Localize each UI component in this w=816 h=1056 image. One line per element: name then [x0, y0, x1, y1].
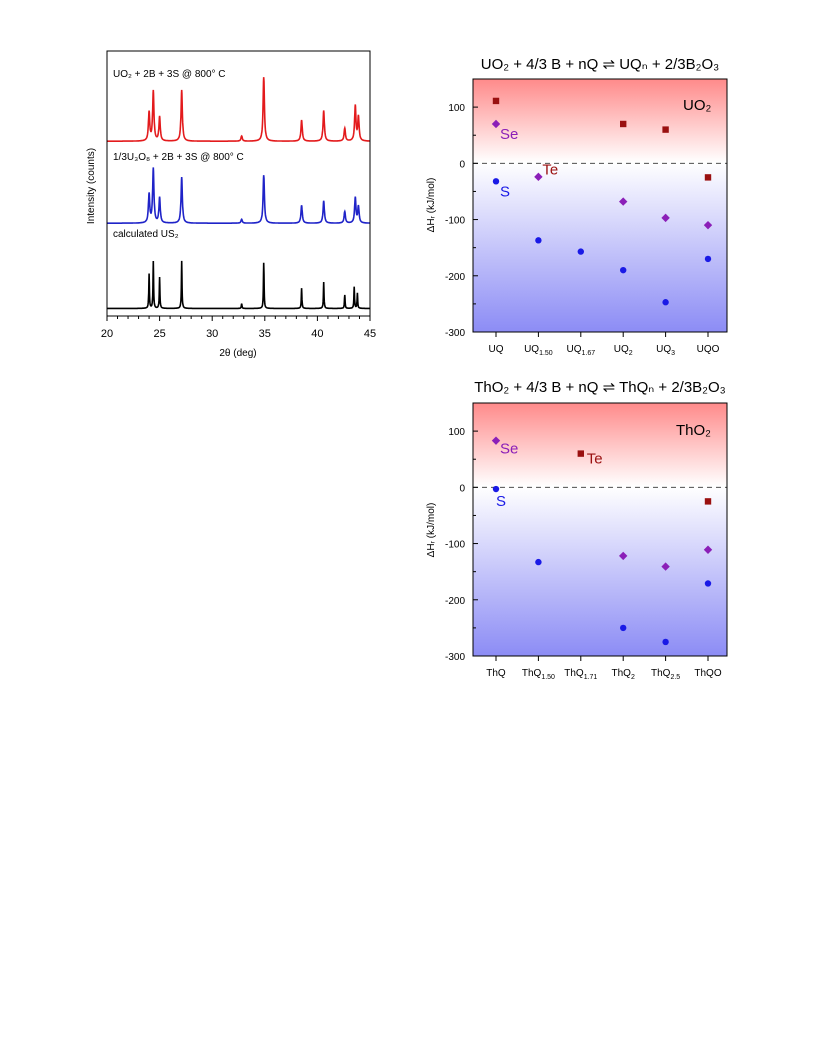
- thorium-plot-frame: [472, 402, 728, 657]
- series-label-te: Te: [542, 161, 558, 178]
- y-tick-label: -100: [445, 540, 465, 551]
- xrd-trace-1: [107, 77, 370, 142]
- x-tick-label: ThQ2: [612, 668, 635, 681]
- point-se-3: [619, 197, 628, 206]
- point-se-4: [661, 213, 670, 223]
- point-se-0: [491, 119, 501, 129]
- uranium-y-axis-label: ΔHᵣ (kJ/mol): [426, 178, 437, 233]
- thorium-plot-content: 100 0 -100 -200 -300 ThQ ThQ1.50 ThQ1.71 ThQ2 ThQ…: [445, 402, 727, 681]
- point-s-4: [662, 299, 669, 306]
- x-tick-label: UQ3: [656, 344, 675, 357]
- y-tick-label: -300: [445, 328, 465, 339]
- xrd-trace-3: [107, 260, 370, 310]
- point-te-5: [704, 498, 712, 505]
- uranium-inset-label: UO₂: [683, 97, 712, 114]
- y-tick-label: 0: [459, 159, 465, 170]
- y-tick-label: 0: [459, 483, 465, 494]
- y-tick-label: -300: [445, 652, 465, 663]
- point-se-5: [703, 545, 713, 554]
- y-tick-label: 100: [448, 427, 465, 438]
- series-label-s: S: [500, 183, 510, 200]
- y-tick-label: -100: [445, 216, 465, 227]
- uranium-plot-content: 100 0 -100 -200 -300 UQ UQ1.50 UQ1.67 UQ2 UQ3 UQO S…: [445, 78, 727, 357]
- series-label-se: Se: [500, 441, 518, 458]
- x-tick-label: ThQ: [486, 668, 506, 679]
- xrd-series-label-2: 1/3U₃O₈ + 2B + 3S @ 800° C: [113, 152, 244, 163]
- xrd-x-axis-label: 2θ (deg): [219, 348, 256, 359]
- xrd-series-label-1: UO₂ + 2B + 3S @ 800° C: [113, 69, 226, 80]
- x-tick-label: ThQ1.50: [522, 668, 555, 681]
- thorium-inset-label: ThO₂: [676, 422, 711, 439]
- y-tick-label: -200: [445, 596, 465, 607]
- xrd-y-axis-label: Intensity (counts): [86, 148, 97, 224]
- x-tick-label: ThQO: [694, 668, 721, 679]
- point-s-3: [620, 266, 627, 274]
- point-s-3: [620, 624, 627, 632]
- point-s-0: [492, 178, 500, 185]
- thorium-y-axis-label: ΔHᵣ (kJ/mol): [426, 503, 437, 558]
- point-s-0: [492, 485, 500, 493]
- x-tick-label: UQ1.50: [524, 344, 553, 357]
- point-te-0: [492, 97, 500, 105]
- xrd-x-tick-label: 25: [153, 328, 165, 340]
- y-tick-label: -200: [445, 272, 465, 283]
- point-te-4: [662, 126, 669, 133]
- xrd-x-tick-label: 30: [206, 328, 218, 340]
- xrd-x-axis: 20 25 30 35 40 45: [101, 316, 376, 340]
- point-te-2: [577, 450, 584, 457]
- x-tick-label: UQO: [697, 344, 720, 355]
- x-tick-label: UQ2: [614, 344, 633, 357]
- point-s-1: [535, 237, 542, 244]
- y-tick-label: 100: [448, 103, 465, 114]
- x-tick-label: UQ1.67: [566, 344, 595, 357]
- point-se-4: [661, 562, 670, 571]
- point-s-5: [704, 255, 712, 263]
- x-tick-label: ThQ2.5: [651, 668, 680, 681]
- x-tick-label: UQ: [489, 344, 504, 355]
- point-te-5: [704, 174, 712, 181]
- xrd-trace-2: [107, 167, 371, 224]
- xrd-traces: [107, 77, 371, 310]
- point-s-5: [704, 580, 712, 587]
- point-s-2: [577, 248, 584, 255]
- xrd-x-tick-label: 20: [101, 328, 113, 340]
- xrd-series-label-3: calculated US₂: [113, 229, 179, 240]
- xrd-frame: [106, 50, 371, 317]
- point-se-5: [703, 220, 713, 230]
- uranium-chart-title: UO₂ + 4/3 B + nQ ⇌ UQₙ + 2/3B₂O₃: [481, 56, 719, 73]
- point-s-4: [662, 638, 669, 646]
- uranium-plot-area: [473, 79, 727, 332]
- uranium-plot-frame: [472, 78, 728, 333]
- thorium-chart-title: ThO₂ + 4/3 B + nQ ⇌ ThQₙ + 2/3B₂O₃: [474, 379, 726, 396]
- series-label-s: S: [496, 493, 506, 510]
- series-label-se: Se: [500, 126, 518, 143]
- point-se-1: [534, 172, 543, 182]
- thorium-plot-area: [473, 403, 727, 656]
- series-label-te: Te: [587, 451, 603, 468]
- x-tick-label: ThQ1.71: [564, 668, 597, 681]
- point-se-3: [619, 551, 628, 561]
- point-s-1: [535, 558, 542, 566]
- xrd-x-tick-label: 40: [311, 328, 323, 340]
- xrd-x-tick-label: 45: [364, 328, 376, 340]
- point-te-3: [620, 120, 627, 128]
- point-se-0: [491, 436, 501, 445]
- xrd-x-tick-label: 35: [259, 328, 271, 340]
